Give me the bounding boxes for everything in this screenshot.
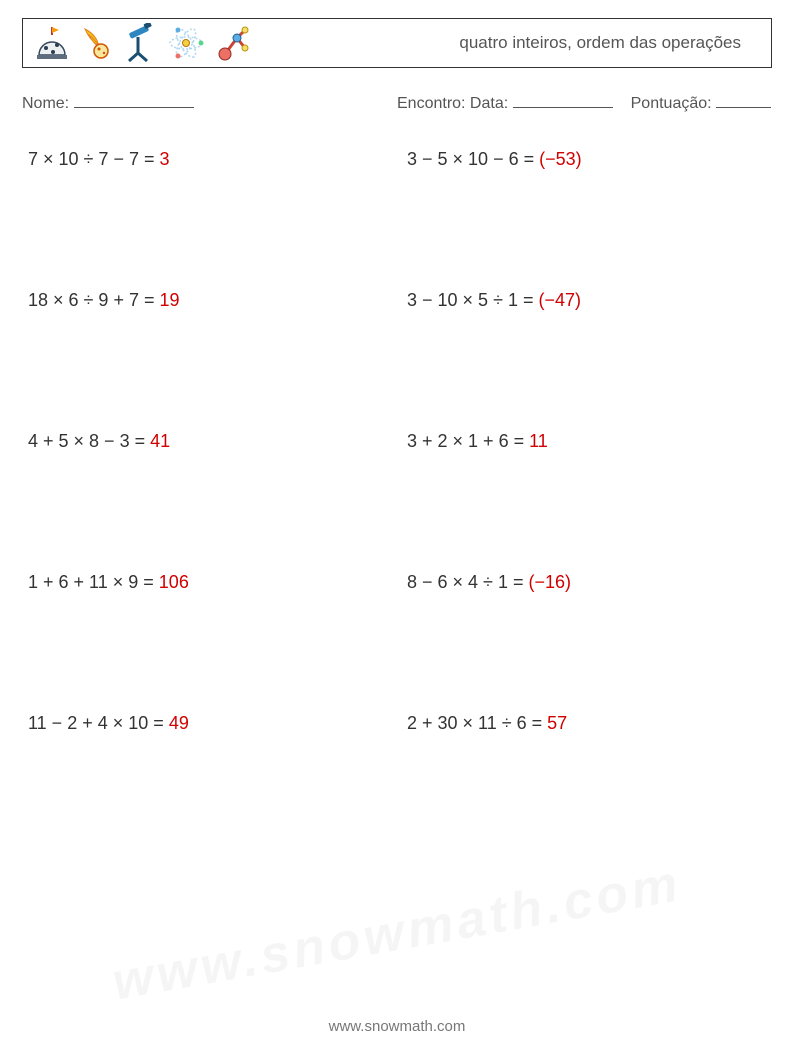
problem-expr: 3 − 10 × 5 ÷ 1 = (407, 290, 533, 310)
problem-item: 3 − 5 × 10 − 6 = (−53) (407, 149, 766, 170)
problem-expr: 11 − 2 + 4 × 10 = (28, 713, 164, 733)
problem-expr: 1 + 6 + 11 × 9 = (28, 572, 154, 592)
problem-item: 4 + 5 × 8 − 3 = 41 (28, 431, 387, 452)
problem-item: 18 × 6 ÷ 9 + 7 = 19 (28, 290, 387, 311)
date-blank (513, 90, 613, 108)
problem-answer: (−47) (539, 290, 582, 310)
info-row: Nome: Encontro: Data: Pontuação: (22, 90, 772, 113)
comet-icon (79, 25, 113, 61)
name-label: Nome: (22, 95, 69, 112)
problem-answer: 57 (547, 713, 567, 733)
problem-item: 3 + 2 × 1 + 6 = 11 (407, 431, 766, 452)
problem-answer: 49 (169, 713, 189, 733)
problem-item: 8 − 6 × 4 ÷ 1 = (−16) (407, 572, 766, 593)
date-field: Encontro: Data: (397, 90, 613, 113)
score-field: Pontuação: (631, 90, 771, 113)
atom-icon (167, 24, 205, 62)
problem-answer: 11 (529, 431, 548, 451)
problem-answer: 41 (150, 431, 170, 451)
problem-expr: 3 + 2 × 1 + 6 = (407, 431, 524, 451)
date-label: Encontro: Data: (397, 95, 508, 112)
problem-answer: 106 (159, 572, 189, 592)
problems-grid: 7 × 10 ÷ 7 − 7 = 3 3 − 5 × 10 − 6 = (−53… (22, 149, 772, 734)
problem-answer: 3 (160, 149, 170, 169)
name-field: Nome: (22, 90, 397, 113)
problem-expr: 4 + 5 × 8 − 3 = (28, 431, 145, 451)
worksheet-title: quatro inteiros, ordem das operações (459, 33, 741, 53)
problem-item: 3 − 10 × 5 ÷ 1 = (−47) (407, 290, 766, 311)
header-box: quatro inteiros, ordem das operações (22, 18, 772, 68)
problem-item: 2 + 30 × 11 ÷ 6 = 57 (407, 713, 766, 734)
telescope-icon (123, 23, 157, 63)
problem-answer: (−16) (528, 572, 571, 592)
problem-item: 7 × 10 ÷ 7 − 7 = 3 (28, 149, 387, 170)
header-icons (35, 23, 251, 63)
footer-link: www.snowmath.com (0, 1018, 794, 1035)
molecule-icon (215, 24, 251, 62)
problem-expr: 18 × 6 ÷ 9 + 7 = (28, 290, 154, 310)
problem-expr: 2 + 30 × 11 ÷ 6 = (407, 713, 542, 733)
problem-item: 1 + 6 + 11 × 9 = 106 (28, 572, 387, 593)
score-label: Pontuação: (631, 95, 712, 112)
problem-answer: (−53) (539, 149, 582, 169)
problem-expr: 3 − 5 × 10 − 6 = (407, 149, 534, 169)
problem-answer: 19 (160, 290, 180, 310)
score-blank (716, 90, 771, 108)
problem-expr: 8 − 6 × 4 ÷ 1 = (407, 572, 523, 592)
name-blank (74, 90, 194, 108)
observatory-icon (35, 25, 69, 61)
problem-item: 11 − 2 + 4 × 10 = 49 (28, 713, 387, 734)
watermark: www.snowmath.com (108, 853, 686, 1012)
problem-expr: 7 × 10 ÷ 7 − 7 = (28, 149, 154, 169)
